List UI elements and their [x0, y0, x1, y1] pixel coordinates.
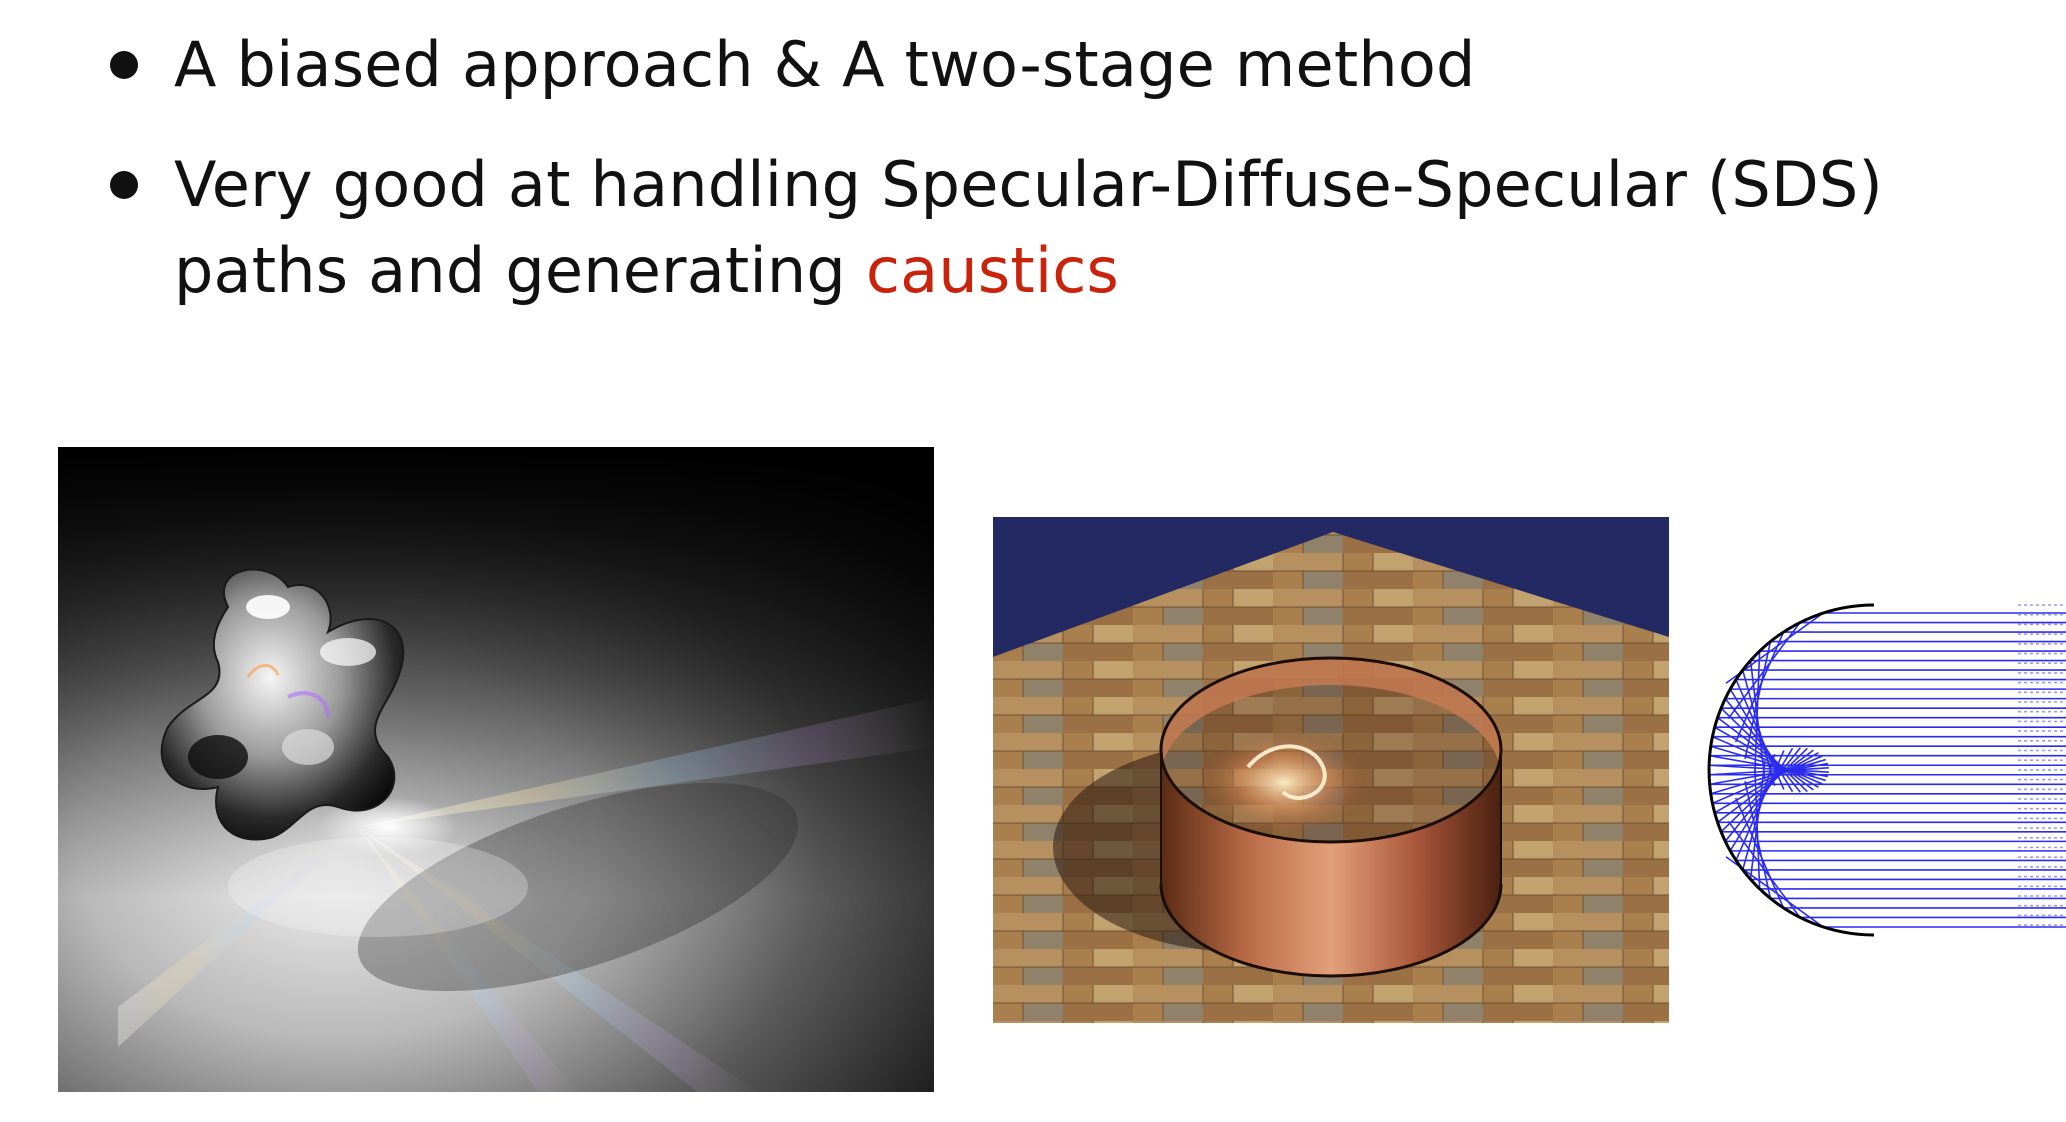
bullet-text-1: A biased approach & A two-stage method	[174, 28, 1476, 101]
reflected-ray	[1734, 797, 1785, 909]
bullet-list: A biased approach & A two-stage method V…	[110, 22, 2010, 348]
bullet-item-2: Very good at handling Specular-Diffuse-S…	[110, 142, 2010, 314]
copper-ring-caustic-render	[993, 517, 1669, 1023]
reflected-ray	[1709, 767, 1829, 776]
reflected-ray	[1717, 717, 1814, 791]
caustic-blob-render	[58, 447, 934, 1092]
bullet-text-2: Very good at handling Specular-Diffuse-S…	[174, 148, 1883, 307]
reflected-ray	[1712, 735, 1823, 785]
ring-reflection-ray-diagram	[1693, 581, 2066, 956]
bullet-dot-icon	[110, 51, 138, 79]
reflected-ray	[1754, 769, 1761, 889]
reflected-ray	[1709, 754, 1828, 778]
reflected-ray	[1720, 707, 1808, 793]
bullet-dot-icon	[110, 171, 138, 199]
reflected-ray	[1709, 764, 1829, 773]
reflected-ray	[1749, 660, 1766, 780]
reflected-ray	[1744, 781, 1772, 899]
caustics-highlight: caustics	[865, 234, 1120, 307]
bullet-item-1: A biased approach & A two-stage method	[110, 22, 2010, 108]
